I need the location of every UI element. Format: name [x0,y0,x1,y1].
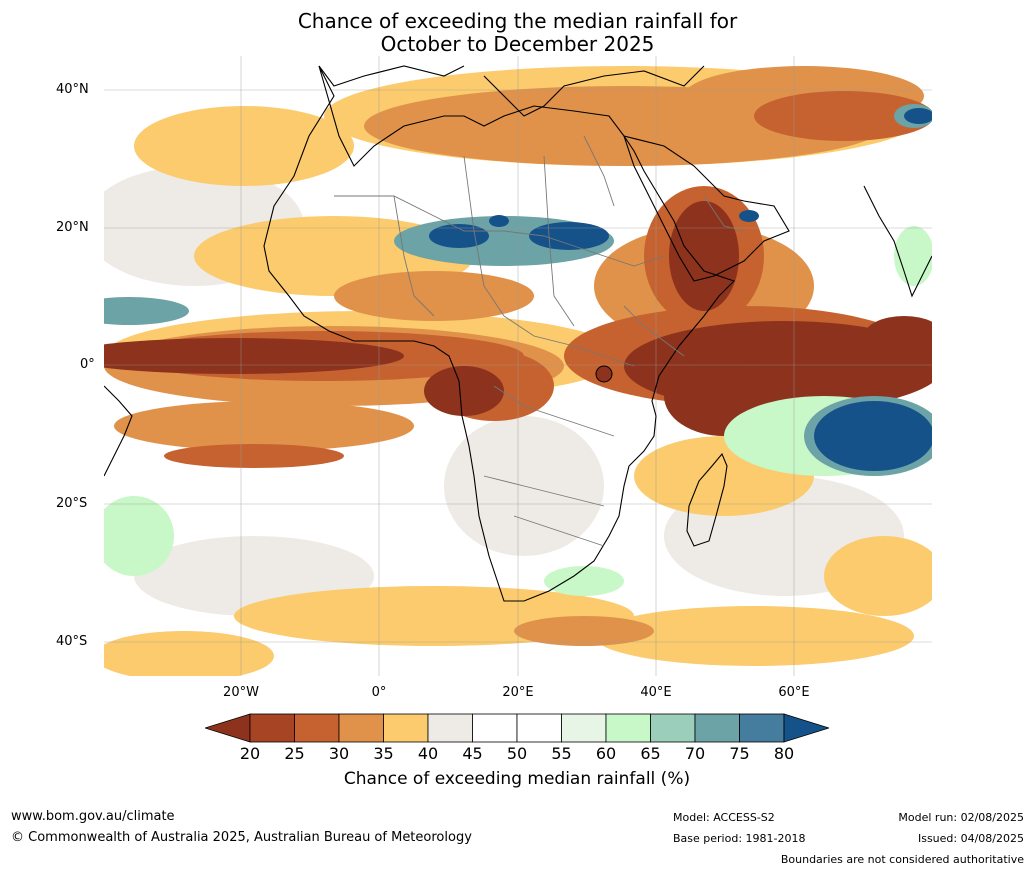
lon-label-20e: 20°E [502,685,534,700]
colorbar-tick-label: 40 [417,744,439,763]
colorbar-tick-label: 55 [551,744,572,763]
colorbar-swatch [739,713,785,743]
colorbar-swatch [472,713,518,743]
colorbar-tick-label: 20 [239,744,261,763]
colorbar-swatch [294,713,340,743]
india-coastline [863,185,932,298]
lon-label-40e: 40°E [640,685,672,700]
lon-label-60e: 60°E [778,685,810,700]
lon-label-20w: 20°W [223,685,259,700]
colorbar-tick-label: 75 [729,744,750,763]
colorbar-over-arrow [783,713,829,743]
rainfall-map [104,56,932,676]
colorbar-tick-label: 80 [773,744,795,763]
colorbar-swatch [561,713,607,743]
title-line-2: October to December 2025 [380,32,655,56]
colorbar-under-arrow [205,713,251,743]
colorbar-swatch [516,713,562,743]
colorbar-tick-label: 30 [328,744,350,763]
south-america-coastline [104,385,133,477]
copyright-text: © Commonwealth of Australia 2025, Austra… [11,830,472,845]
map-gridlines [104,56,932,676]
colorbar-tick-label: 45 [462,744,483,763]
colorbar-label: Chance of exceeding median rainfall (%) [343,769,691,789]
lat-label-20s: 20°S [56,496,88,511]
issued-text: Issued: 04/08/2025 [917,832,1024,845]
country-borders [334,135,745,547]
colorbar-swatch [694,713,740,743]
colorbar-swatch [249,713,295,743]
colorbar-swatch [427,713,473,743]
lat-label-40n: 40°N [56,82,89,97]
lat-label-40s: 40°S [56,634,88,649]
colorbar-tick-label: 25 [284,744,305,763]
colorbar [205,713,829,743]
lake-victoria [595,365,613,383]
colorbar-swatch [605,713,651,743]
colorbar-swatch [650,713,696,743]
colorbar-tick-label: 60 [595,744,617,763]
europe-coastline [318,65,705,117]
lon-label-0: 0° [371,685,387,700]
colorbar-swatch [338,713,384,743]
colorbar-tick-label: 70 [684,744,706,763]
title-line-1: Chance of exceeding the median rainfall … [297,9,738,33]
lat-label-equator: 0° [80,357,95,372]
lat-label-20n: 20°N [56,220,89,235]
model-text: Model: ACCESS-S2 [673,811,775,824]
africa-coastline [263,65,736,602]
madagascar-coastline [686,452,728,547]
colorbar-tick-label: 35 [373,744,394,763]
colorbar-tick-label: 65 [640,744,661,763]
disclaimer-text: Boundaries are not considered authoritat… [780,853,1024,866]
model-run-text: Model run: 02/08/2025 [898,811,1024,824]
website-text: www.bom.gov.au/climate [11,809,175,824]
base-period-text: Base period: 1981-2018 [673,832,806,845]
arabia-coastline [623,135,790,282]
colorbar-swatch [383,713,429,743]
colorbar-tick-label: 50 [506,744,528,763]
map-title: Chance of exceeding the median rainfall … [0,10,1035,56]
